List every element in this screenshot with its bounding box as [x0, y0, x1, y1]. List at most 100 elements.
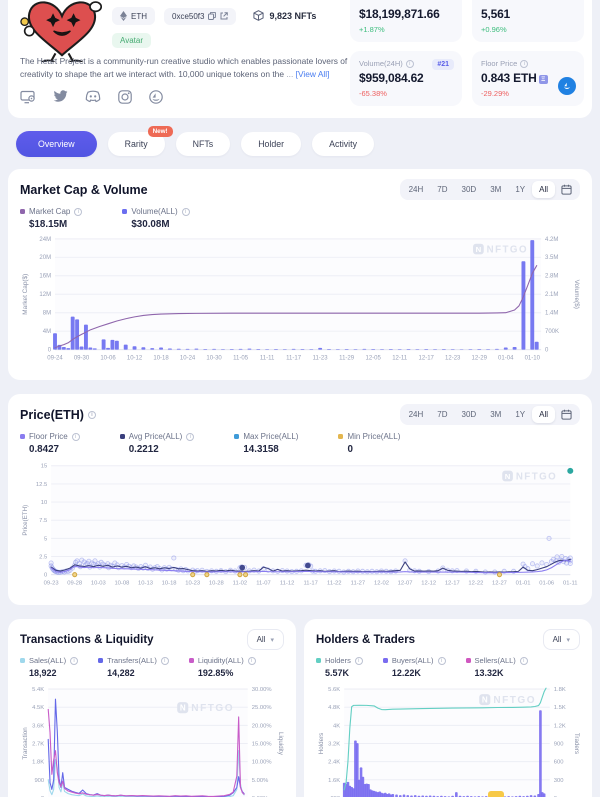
- svg-text:12.5: 12.5: [36, 482, 47, 488]
- info-icon[interactable]: [405, 59, 414, 68]
- svg-text:0: 0: [48, 348, 52, 354]
- svg-text:30.00%: 30.00%: [252, 687, 272, 693]
- range-all[interactable]: All: [532, 406, 555, 424]
- opensea-icon[interactable]: [149, 90, 163, 104]
- svg-text:Holders: Holders: [318, 733, 325, 754]
- range-7d[interactable]: 7D: [437, 410, 448, 420]
- copy-icon[interactable]: [208, 12, 217, 20]
- info-icon[interactable]: [354, 656, 363, 665]
- tab-overview[interactable]: Overview: [16, 130, 97, 157]
- price-chart[interactable]: N NFTGO 0 2.5 5 7.5 10 12.5 15 09-23 09-28 10-03 10-…: [20, 458, 580, 594]
- svg-text:01-01: 01-01: [516, 580, 531, 586]
- heart-body: [28, 1, 96, 57]
- svg-text:16M: 16M: [39, 274, 51, 280]
- svg-text:N: N: [482, 696, 488, 705]
- view-all-link[interactable]: [View All]: [295, 69, 330, 80]
- tab-nfts[interactable]: NFTs: [175, 131, 231, 156]
- range-30d[interactable]: 30D: [461, 410, 477, 420]
- legend-min-price[interactable]: Min Price(ALL) 0: [338, 432, 400, 455]
- volume-24h-label: Volume(24H): [359, 59, 403, 68]
- section-tabs: Overview Rarity New! NFTs Holder Activity: [16, 125, 584, 157]
- info-icon[interactable]: [160, 656, 169, 665]
- opensea-buy-button[interactable]: [558, 77, 576, 95]
- transactions-liquidity-chart[interactable]: NNFTGO09001.8K2.7K3.6K4.5K5.4K0.00%5.00%…: [20, 681, 284, 797]
- legend-max-price[interactable]: Max Price(ALL) 14.3158: [234, 432, 298, 455]
- svg-text:11-22: 11-22: [327, 580, 341, 586]
- svg-text:09-24: 09-24: [47, 355, 63, 361]
- range-7d[interactable]: 7D: [437, 185, 448, 194]
- svg-text:12-17: 12-17: [419, 355, 435, 361]
- chain-badge: ETH: [112, 7, 155, 25]
- trans-filter-dropdown[interactable]: All ▾: [246, 629, 284, 651]
- discord-icon[interactable]: [85, 90, 101, 104]
- info-icon[interactable]: [70, 656, 79, 665]
- info-icon[interactable]: [181, 207, 190, 216]
- holders-filter-dropdown[interactable]: All ▾: [542, 629, 580, 651]
- contract-address-pill[interactable]: 0xce50f3: [164, 7, 237, 25]
- svg-text:10-30: 10-30: [206, 355, 222, 361]
- website-icon[interactable]: [20, 90, 36, 104]
- range-24h[interactable]: 24H: [408, 185, 424, 194]
- svg-text:12-22: 12-22: [468, 580, 483, 586]
- cut-off-element: [488, 791, 504, 797]
- legend-market-cap[interactable]: Market Cap $18.15M: [20, 207, 83, 230]
- svg-text:300: 300: [554, 778, 564, 784]
- category-tag[interactable]: Avatar: [112, 33, 151, 48]
- legend-avg-price[interactable]: Avg Price(ALL) 0.2212: [119, 432, 195, 455]
- transactions-liquidity-card: Transactions & Liquidity All ▾ Sales(ALL)…: [8, 619, 296, 797]
- svg-text:1.4M: 1.4M: [545, 311, 558, 317]
- tab-holder[interactable]: Holder: [241, 131, 302, 156]
- tab-activity[interactable]: Activity: [312, 131, 374, 156]
- info-icon[interactable]: [74, 207, 83, 216]
- svg-text:11-27: 11-27: [351, 580, 365, 586]
- range-all[interactable]: All: [532, 181, 555, 198]
- stats-grid: $18,199,871.66 +1.87% 5,561 +0.96% Volum…: [350, 0, 584, 106]
- svg-text:10-08: 10-08: [114, 580, 129, 586]
- svg-text:N: N: [476, 245, 482, 254]
- info-icon[interactable]: [437, 656, 446, 665]
- svg-text:11-17: 11-17: [286, 355, 302, 361]
- legend-sellers[interactable]: Sellers(ALL) 13.32K: [465, 656, 528, 678]
- info-icon[interactable]: [186, 432, 195, 441]
- instagram-icon[interactable]: [118, 90, 132, 104]
- range-1y[interactable]: 1Y: [515, 185, 526, 194]
- price-timerange: 24H 7D 30D 3M 1Y All: [399, 404, 580, 426]
- info-icon[interactable]: [519, 656, 528, 665]
- legend-holders[interactable]: Holders 5.57K: [316, 656, 363, 678]
- range-3m[interactable]: 3M: [490, 410, 502, 420]
- svg-text:12-12: 12-12: [421, 580, 436, 586]
- calendar-icon[interactable]: [555, 181, 578, 198]
- twitter-icon[interactable]: [53, 90, 68, 104]
- holders-traders-chart[interactable]: NNFTGO8001.6K2.4K3.2K4K4.8K5.6K030060090…: [316, 681, 580, 797]
- svg-text:12M: 12M: [39, 292, 51, 298]
- floor-price-label: Floor Price: [481, 59, 518, 68]
- svg-text:11-29: 11-29: [339, 355, 355, 361]
- description-text: The Heart Project is a community-run cre…: [20, 56, 348, 80]
- chevron-down-icon: ▾: [566, 636, 570, 644]
- legend-floor-price[interactable]: Floor Price 0.8427: [20, 432, 80, 455]
- info-icon[interactable]: [87, 410, 96, 419]
- external-link-icon[interactable]: [220, 12, 229, 20]
- legend-buyers[interactable]: Buyers(ALL) 12.22K: [382, 656, 446, 678]
- market-cap-volume-chart[interactable]: N NFTGO 0 4M 8M 12M 16M 20M 24M 0 700K 1.4M 2.1M 2.8M…: [20, 233, 580, 369]
- svg-text:12-11: 12-11: [392, 355, 408, 361]
- tab-rarity[interactable]: Rarity New!: [107, 125, 173, 156]
- range-3m[interactable]: 3M: [490, 185, 502, 194]
- legend-transfers[interactable]: Transfers(ALL) 14,282: [98, 656, 169, 678]
- range-30d[interactable]: 30D: [461, 185, 477, 194]
- svg-text:10: 10: [41, 500, 48, 506]
- collection-avatar[interactable]: [20, 0, 104, 62]
- info-icon[interactable]: [71, 432, 80, 441]
- info-icon[interactable]: [247, 656, 256, 665]
- legend-sales[interactable]: Sales(ALL) 18,922: [20, 656, 79, 678]
- stat-card-market-cap: $18,199,871.66 +1.87%: [350, 0, 462, 42]
- svg-text:10-24: 10-24: [180, 355, 196, 361]
- svg-text:Traders: Traders: [573, 733, 580, 754]
- info-icon[interactable]: [520, 59, 529, 68]
- range-24h[interactable]: 24H: [408, 410, 424, 420]
- legend-volume-all[interactable]: Volume(ALL) $30.08M: [122, 207, 190, 230]
- svg-text:5.6K: 5.6K: [328, 687, 340, 693]
- legend-liquidity[interactable]: Liquidity(ALL) 192.85%: [188, 656, 256, 678]
- calendar-icon[interactable]: [555, 406, 578, 423]
- range-1y[interactable]: 1Y: [515, 410, 526, 420]
